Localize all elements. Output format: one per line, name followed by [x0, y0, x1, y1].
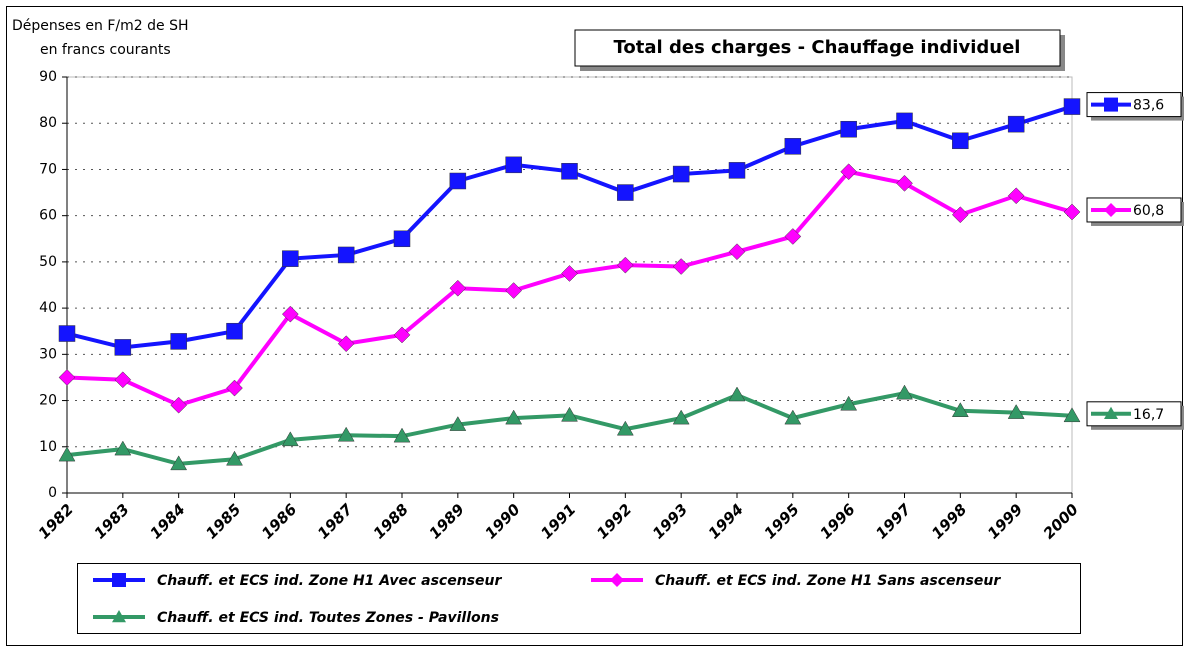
y-tick-label: 70 [39, 161, 57, 177]
marker [840, 163, 858, 181]
y-tick-label: 80 [39, 115, 57, 131]
marker [170, 333, 187, 350]
marker [784, 409, 802, 425]
plot-area [66, 76, 1073, 494]
y-tick-label: 10 [39, 439, 57, 455]
marker [114, 440, 132, 456]
y-tick-label: 30 [39, 346, 57, 362]
marker [226, 379, 243, 397]
marker [840, 120, 857, 138]
marker [896, 174, 913, 192]
marker [58, 446, 76, 462]
marker [170, 396, 188, 414]
marker [337, 246, 355, 264]
marker [1007, 404, 1025, 419]
marker [952, 132, 969, 150]
marker [170, 455, 188, 471]
chart-title: Total des charges - Chauffage individuel [614, 37, 1021, 58]
marker [672, 165, 690, 183]
marker [1104, 202, 1118, 217]
y-tick-label: 50 [39, 254, 57, 270]
marker [226, 322, 243, 340]
marker [449, 279, 467, 297]
y-tick-label: 0 [48, 485, 57, 501]
marker [896, 384, 913, 400]
marker [114, 371, 132, 389]
title-box [574, 29, 1061, 67]
marker [393, 326, 411, 344]
legend-box [77, 563, 1081, 634]
marker [728, 243, 746, 261]
marker [282, 250, 299, 267]
marker [337, 426, 355, 442]
marker [58, 369, 76, 386]
marker [1063, 98, 1081, 115]
marker [840, 395, 858, 411]
marker [610, 573, 624, 587]
marker [616, 420, 634, 436]
marker [561, 406, 578, 422]
marker [1063, 203, 1081, 221]
marker [896, 112, 913, 130]
marker [393, 427, 411, 443]
data-label: 60,8 [1133, 203, 1164, 219]
legend-label: Chauff. et ECS ind. Zone H1 Avec ascense… [157, 573, 502, 589]
marker [728, 386, 746, 402]
marker [784, 228, 802, 245]
y-tick-label: 60 [39, 208, 57, 224]
marker [951, 206, 969, 224]
marker [1007, 115, 1025, 133]
marker [449, 172, 467, 190]
marker [114, 339, 132, 356]
marker [58, 325, 76, 342]
data-label: 16,7 [1133, 407, 1164, 423]
marker [281, 431, 299, 447]
y-axis-label: Dépenses en F/m2 de SH [12, 18, 188, 34]
y-axis-label: en francs courants [40, 42, 171, 58]
marker [1104, 97, 1118, 112]
marker [449, 416, 467, 431]
data-label: 83,6 [1133, 98, 1164, 114]
marker [112, 573, 126, 587]
y-tick-label: 90 [39, 69, 57, 85]
marker [672, 258, 690, 275]
marker [617, 184, 634, 201]
marker [393, 230, 411, 248]
marker [1104, 406, 1118, 420]
marker [951, 402, 969, 417]
y-tick-label: 20 [39, 393, 57, 409]
marker [505, 409, 523, 425]
marker [616, 256, 634, 274]
marker [112, 610, 126, 623]
marker [281, 305, 299, 323]
marker [1063, 407, 1081, 423]
marker [728, 162, 746, 179]
legend-label: Chauff. et ECS ind. Toutes Zones - Pavil… [157, 610, 499, 626]
marker [505, 282, 523, 299]
marker [561, 163, 578, 180]
marker [337, 335, 355, 353]
marker [226, 450, 243, 466]
legend-label: Chauff. et ECS ind. Zone H1 Sans ascense… [655, 573, 1001, 589]
marker [561, 265, 578, 282]
marker [784, 138, 802, 155]
marker [505, 156, 522, 174]
marker [1007, 187, 1025, 205]
marker [672, 409, 690, 425]
y-tick-label: 40 [39, 300, 57, 316]
